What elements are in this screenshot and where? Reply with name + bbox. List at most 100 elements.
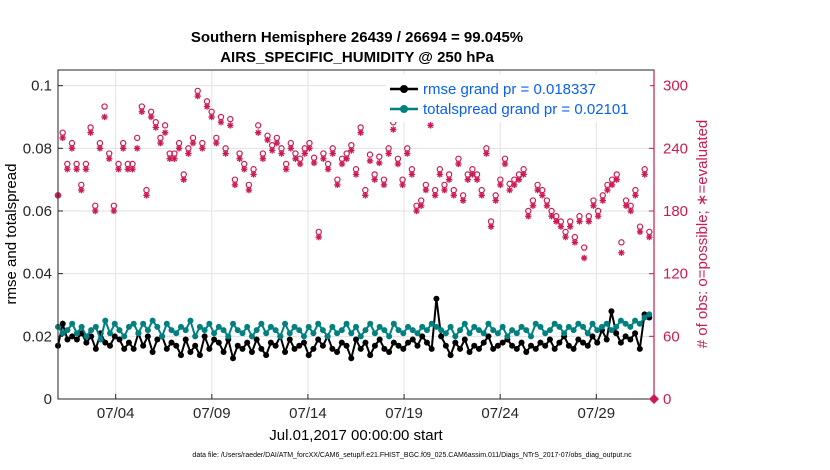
obs-evaluated-point	[520, 171, 527, 178]
obs-evaluated-point	[515, 176, 523, 183]
rmse-point	[334, 349, 341, 355]
rmse-point	[447, 352, 454, 359]
star-stroke	[572, 239, 578, 246]
rmse-point	[116, 336, 123, 343]
totalspread-point	[438, 327, 445, 334]
chart-title: Southern Hemisphere 26439 / 26694 = 99.0…	[191, 29, 523, 46]
rmse-point	[428, 345, 435, 352]
star-stroke	[451, 192, 457, 199]
rmse-point	[92, 345, 99, 352]
star-stroke	[194, 93, 201, 99]
obs-evaluated-point	[171, 155, 178, 162]
rmse-point	[513, 345, 520, 352]
star-stroke	[255, 129, 261, 136]
star-stroke	[185, 150, 192, 157]
rmse-point	[230, 355, 237, 362]
star-stroke	[488, 223, 494, 230]
obs-evaluated-point	[455, 160, 462, 168]
totalspread-point	[343, 320, 350, 327]
totalspread-point	[338, 327, 345, 334]
obs-evaluated-point	[553, 218, 560, 225]
obs-evaluated-point	[282, 166, 290, 173]
star-stroke	[260, 156, 266, 162]
totalspread-point	[457, 327, 464, 334]
obs-evaluated-point	[585, 218, 593, 225]
rmse-point	[376, 336, 383, 343]
rmse-point	[59, 320, 66, 327]
obs-evaluated-point	[227, 122, 234, 129]
star-stroke	[576, 218, 583, 225]
star-stroke	[227, 122, 234, 129]
star-stroke	[548, 213, 555, 219]
star-stroke	[423, 187, 429, 193]
obs-evaluated-point	[604, 186, 611, 194]
rmse-point	[452, 339, 459, 346]
totalspread-point	[452, 333, 459, 340]
obs-evaluated-point	[497, 181, 504, 189]
rmse-point	[248, 349, 255, 355]
rmse-point	[390, 339, 397, 346]
totalspread-point	[494, 330, 501, 337]
star-stroke	[627, 208, 634, 214]
obs-evaluated-point	[208, 113, 215, 121]
rmse-point	[107, 342, 114, 349]
obs-evaluated-point	[133, 145, 141, 152]
legend-totalspread-marker	[400, 105, 408, 113]
star-stroke	[381, 182, 387, 188]
star-stroke	[413, 208, 420, 214]
star-stroke	[222, 150, 229, 157]
totalspread-point	[362, 327, 369, 334]
totalspread-point	[310, 330, 317, 337]
star-stroke	[213, 140, 220, 146]
rmse-point	[475, 345, 482, 352]
star-stroke	[371, 176, 378, 183]
totalspread-point	[267, 323, 274, 330]
obs-possible-point	[255, 122, 262, 129]
totalspread-point	[400, 330, 407, 337]
star-stroke	[334, 182, 341, 188]
totalspread-point	[296, 327, 303, 334]
obs-possible-point	[101, 103, 108, 110]
totalspread-point	[154, 323, 161, 330]
star-stroke	[376, 160, 383, 166]
y-axis-label: rmse and totalspread	[3, 164, 20, 305]
totalspread-point	[196, 323, 203, 330]
obs-evaluated-point	[613, 176, 620, 183]
star-stroke	[632, 192, 639, 199]
obs-evaluated-point	[399, 181, 406, 189]
rmse-point	[537, 339, 544, 346]
star-stroke	[115, 166, 122, 172]
star-stroke	[69, 145, 75, 152]
totalspread-point	[192, 333, 199, 340]
obs-possible-point	[618, 239, 625, 246]
rmse-point	[286, 336, 293, 343]
star-stroke	[120, 145, 126, 152]
obs-evaluated-point	[338, 160, 346, 168]
obs-evaluated-point	[464, 176, 471, 183]
totalspread-point	[140, 320, 147, 327]
obs-evaluated-point	[157, 139, 164, 147]
obs-evaluated-point	[110, 207, 118, 215]
rmse-point	[442, 342, 449, 349]
star-stroke	[595, 213, 601, 219]
totalspread-point	[263, 330, 270, 337]
star-stroke	[357, 129, 364, 136]
rmse-point	[263, 352, 270, 359]
rmse-point	[528, 342, 535, 349]
obs-evaluated-point	[417, 202, 425, 209]
totalspread-point	[319, 327, 326, 334]
totalspread-point	[523, 327, 530, 334]
rmse-point	[419, 333, 426, 340]
star-stroke	[199, 145, 206, 152]
obs-evaluated-point	[445, 176, 453, 183]
obs-evaluated-point	[487, 223, 495, 230]
totalspread-point	[144, 327, 151, 334]
obs-evaluated-point	[129, 166, 136, 173]
obs-evaluated-point	[320, 155, 327, 162]
y-tick-label: 0	[44, 391, 52, 408]
totalspread-point	[78, 323, 85, 330]
star-stroke	[362, 192, 369, 199]
obs-evaluated-point	[343, 155, 350, 162]
x-tick-label: 07/24	[481, 405, 519, 422]
obs-evaluated-point	[501, 160, 509, 168]
